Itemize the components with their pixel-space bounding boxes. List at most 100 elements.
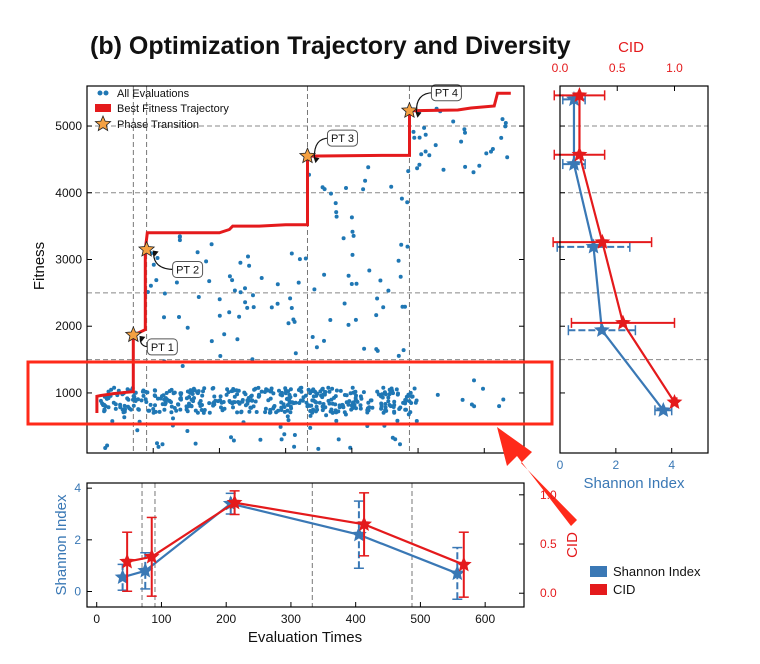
evaluation-point	[398, 274, 403, 279]
evaluation-point	[392, 399, 397, 404]
bottom-line-shannon	[122, 502, 458, 579]
evaluation-point	[122, 415, 127, 420]
evaluation-point	[317, 400, 322, 405]
bottom-axes-frame	[86, 482, 525, 608]
evaluation-point	[222, 332, 227, 337]
evaluation-point	[380, 392, 385, 397]
evaluation-point	[288, 410, 293, 415]
pt-arrowhead-1	[139, 335, 146, 342]
evaluation-point	[227, 399, 232, 403]
evaluation-point	[243, 403, 248, 408]
evaluation-point	[151, 262, 156, 267]
evaluation-point	[349, 215, 354, 220]
diversity-legend: Shannon Index CID	[590, 564, 701, 597]
evaluation-point	[279, 400, 284, 405]
evaluation-point	[198, 399, 203, 403]
evaluation-point	[334, 418, 339, 423]
evaluation-point	[489, 149, 493, 154]
evaluation-point	[287, 392, 292, 397]
evaluation-point	[349, 403, 354, 408]
evaluation-point	[193, 408, 198, 413]
bottom-marker-cid	[119, 553, 136, 569]
evaluation-point	[167, 389, 172, 394]
evaluation-point	[433, 143, 438, 148]
evaluation-point	[406, 412, 411, 417]
evaluation-point	[388, 404, 393, 409]
evaluation-point	[238, 290, 243, 295]
evaluation-point	[393, 437, 398, 442]
legend-cid-swatch	[590, 584, 607, 595]
evaluation-point	[469, 402, 474, 407]
evaluation-point	[193, 441, 198, 446]
evaluation-point	[163, 396, 168, 401]
evaluation-point	[289, 251, 294, 256]
evaluation-point	[298, 386, 303, 391]
main-y-label: Fitness	[31, 242, 48, 290]
evaluation-point	[301, 395, 306, 400]
bottom-xtick-label: 300	[281, 612, 301, 626]
evaluation-point	[229, 435, 233, 440]
evaluation-point	[310, 335, 315, 339]
evaluation-point	[300, 398, 305, 403]
right-marker-cid	[594, 233, 611, 249]
main-ytick-label: 5000	[55, 119, 82, 133]
evaluation-point	[383, 408, 388, 413]
phase-transition-star-4	[400, 101, 419, 119]
phase-transition-markers: PT 1 PT 2 PT 3 PT 4	[124, 84, 462, 356]
evaluation-point	[275, 282, 280, 287]
evaluation-point	[102, 409, 107, 414]
evaluation-point	[328, 318, 333, 322]
evaluation-point	[310, 398, 315, 403]
evaluation-point	[349, 407, 354, 412]
pt-arrowhead-3	[313, 157, 320, 164]
evaluation-point	[346, 273, 351, 278]
evaluation-point	[278, 392, 283, 397]
evaluation-point	[344, 186, 348, 190]
evaluation-point	[308, 391, 313, 396]
evaluation-point	[315, 391, 320, 396]
evaluation-point	[308, 425, 313, 430]
evaluation-point	[351, 400, 356, 405]
pt-label-box-3	[326, 129, 358, 147]
evaluation-point	[250, 398, 255, 403]
evaluation-point	[202, 386, 207, 391]
main-legend: All Evaluations Best Fitness Trajectory …	[94, 88, 229, 132]
evaluation-point	[192, 396, 196, 400]
evaluation-point	[171, 416, 175, 421]
evaluation-point	[396, 258, 401, 263]
evaluation-point	[405, 200, 410, 205]
bottom-cid-ticks: 0.0 0.5 1.0	[519, 488, 557, 600]
evaluation-point	[285, 414, 290, 419]
highlight-box	[26, 360, 554, 426]
bottom-ytick-label: 0	[74, 585, 81, 599]
evaluation-point	[160, 394, 164, 399]
evaluation-point	[156, 444, 161, 449]
pt-arrowhead-4	[415, 111, 422, 118]
evaluation-point	[292, 319, 297, 324]
evaluation-point	[185, 409, 190, 414]
evaluation-point	[354, 281, 359, 286]
evaluation-point	[503, 124, 508, 129]
legend-shannon-index: Shannon Index	[613, 564, 701, 579]
evaluation-point	[379, 401, 384, 406]
evaluation-point	[381, 385, 386, 390]
evaluation-point	[216, 399, 220, 404]
evaluation-point	[196, 295, 201, 299]
evaluation-point	[334, 214, 339, 219]
evaluation-point	[163, 402, 168, 407]
evaluation-point	[316, 446, 321, 451]
evaluation-point	[299, 389, 304, 394]
evaluation-point	[322, 338, 326, 343]
evaluation-point	[169, 404, 174, 409]
evaluation-point	[398, 405, 403, 410]
evaluation-point	[217, 297, 222, 302]
evaluation-point	[102, 402, 107, 407]
evaluation-point	[381, 305, 386, 310]
evaluation-point	[410, 394, 414, 399]
main-ytick-label: 3000	[55, 252, 82, 266]
evaluation-point	[151, 407, 156, 411]
evaluation-point	[320, 386, 325, 391]
evaluation-point	[155, 256, 160, 260]
evaluation-point	[308, 413, 313, 418]
evaluation-point	[253, 399, 258, 404]
